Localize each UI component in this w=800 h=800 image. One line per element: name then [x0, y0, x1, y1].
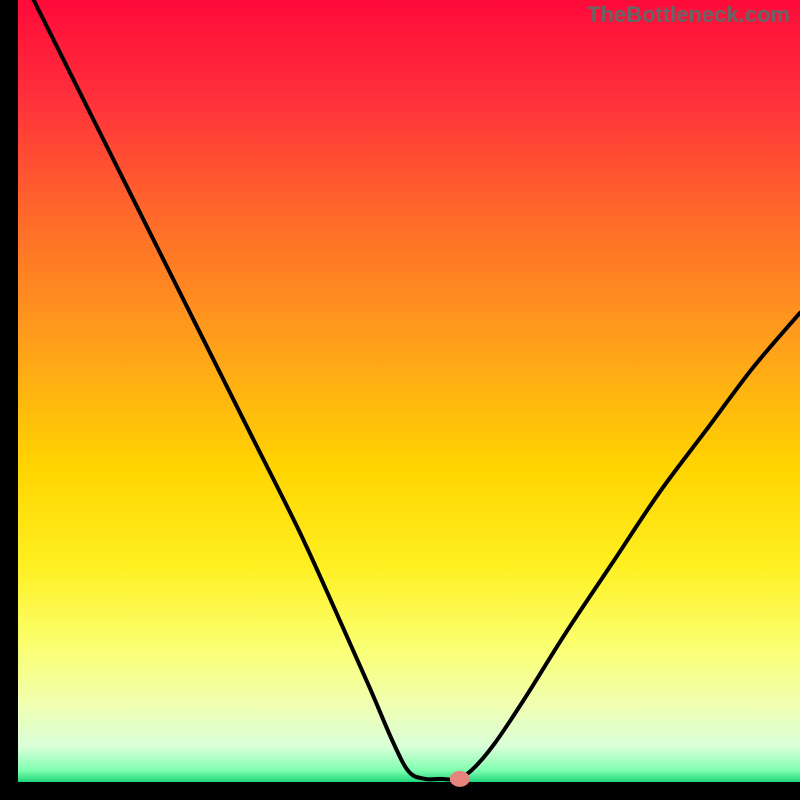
- bottleneck-chart: TheBottleneck.com: [0, 0, 800, 800]
- optimal-point-marker: [450, 771, 470, 787]
- watermark-text: TheBottleneck.com: [587, 2, 790, 27]
- chart-plot-area: [18, 0, 800, 782]
- chart-svg: TheBottleneck.com: [0, 0, 800, 800]
